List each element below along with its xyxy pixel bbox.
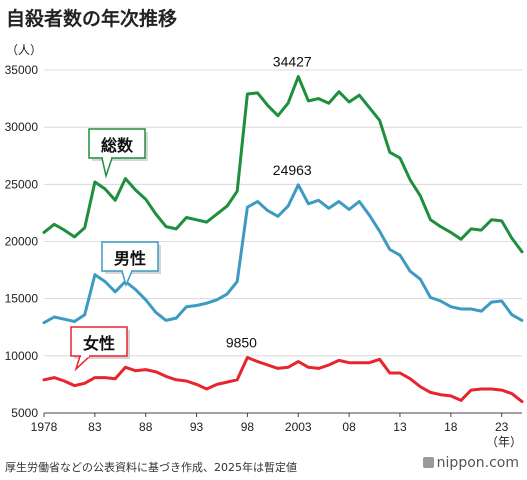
series-line-2 bbox=[42, 356, 524, 404]
x-tick-label: 83 bbox=[88, 420, 102, 434]
logo-text: nippon.com bbox=[436, 455, 519, 471]
x-tick-label: 08 bbox=[342, 420, 356, 434]
data-label-0: 34427 bbox=[273, 54, 312, 70]
label-text: 男性 bbox=[114, 249, 146, 268]
y-tick-label: 10000 bbox=[5, 349, 39, 363]
y-tick-label: 35000 bbox=[5, 63, 39, 77]
series-line-0 bbox=[42, 75, 524, 254]
x-axis: 1978 83 88 93 98 2003 08 13 18 23（年） bbox=[31, 413, 522, 449]
source-note: 厚生労働省などの公表資料に基づき作成、2025年は暫定値 bbox=[5, 461, 297, 474]
label-pointer bbox=[101, 157, 114, 179]
label-box bbox=[101, 241, 159, 272]
x-tick-label: 2003 bbox=[285, 420, 312, 434]
label-text: 女性 bbox=[83, 334, 115, 353]
series-label-1: 男性 bbox=[101, 241, 161, 288]
x-tick-label: 88 bbox=[139, 420, 153, 434]
line-chart: 5000 10000 15000 20000 25000 30000 35000 （人） 19… bbox=[5, 43, 524, 449]
y-tick-label: 30000 bbox=[5, 120, 39, 134]
x-tick-label: 18 bbox=[444, 420, 458, 434]
series-lines bbox=[42, 75, 524, 404]
y-tick-label: 15000 bbox=[5, 292, 39, 306]
data-label-2: 9850 bbox=[226, 335, 257, 351]
nippon-logo[interactable]: nippon.com bbox=[422, 455, 519, 471]
series-line-1 bbox=[42, 183, 524, 325]
logo-icon bbox=[422, 457, 434, 468]
series-label-0: 総数 bbox=[88, 128, 148, 179]
chart-title: 自殺者数の年次推移 bbox=[6, 8, 178, 30]
x-tick-label: 98 bbox=[241, 420, 255, 434]
x-axis-unit: （年） bbox=[486, 435, 522, 449]
annotations: 34427 24963 9850 bbox=[226, 54, 312, 351]
grid-lines bbox=[44, 69, 522, 414]
series-label-2: 女性 bbox=[70, 326, 130, 372]
x-tick-label: 13 bbox=[393, 420, 407, 434]
label-box bbox=[88, 128, 146, 159]
x-tick-label: 93 bbox=[190, 420, 204, 434]
label-box bbox=[70, 326, 128, 357]
y-tick-label: 5000 bbox=[11, 406, 38, 420]
y-axis-unit: （人） bbox=[6, 43, 42, 57]
x-tick-label: 1978 bbox=[31, 420, 58, 434]
y-tick-label: 25000 bbox=[5, 177, 39, 191]
y-axis: 5000 10000 15000 20000 25000 30000 35000 （人） bbox=[5, 43, 42, 420]
x-tick-label: 23 bbox=[495, 420, 509, 434]
label-text: 総数 bbox=[101, 136, 134, 155]
data-label-1: 24963 bbox=[273, 162, 312, 178]
y-tick-label: 20000 bbox=[5, 235, 39, 249]
